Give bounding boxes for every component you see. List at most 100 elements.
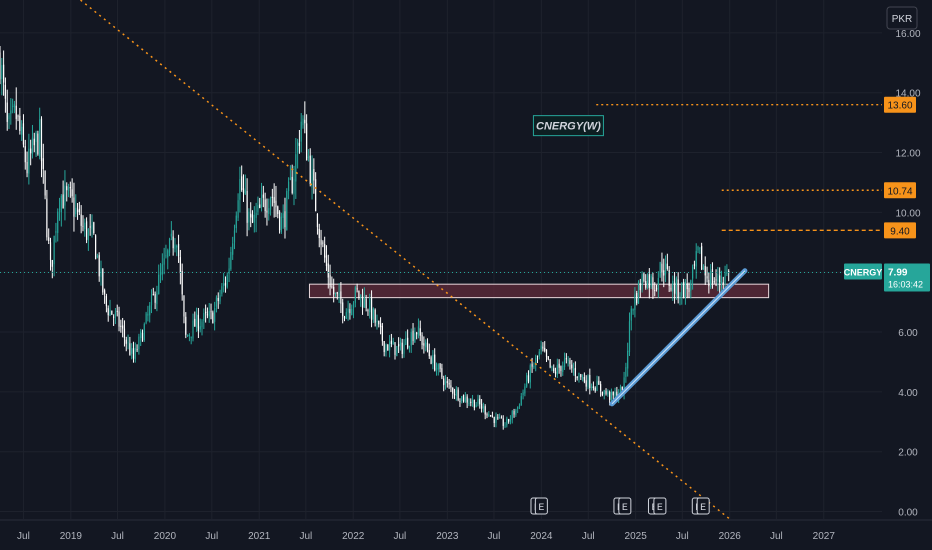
candle-body: [490, 415, 492, 417]
candle-body: [89, 226, 91, 228]
candle-body: [168, 238, 171, 253]
candle-body: [717, 273, 719, 282]
candle-body: [331, 286, 333, 288]
candle-body: [262, 194, 264, 198]
candle-body: [136, 349, 138, 351]
candle-body: [224, 282, 227, 286]
candle-body: [417, 326, 420, 337]
candle-body: [701, 246, 703, 270]
x-tick-label: Jul: [17, 531, 30, 542]
candle-body: [132, 348, 135, 359]
candle-body: [542, 346, 544, 349]
y-tick-label: 10.00: [895, 208, 920, 219]
candle-body: [648, 274, 650, 288]
candle-body: [581, 376, 584, 379]
candle-body: [360, 294, 362, 297]
candle-body: [480, 403, 483, 409]
candle-body: [118, 311, 120, 327]
candle-body: [526, 375, 528, 387]
candle-body: [479, 398, 481, 405]
candle-body: [529, 365, 531, 383]
candle-body: [370, 296, 373, 321]
x-tick-label: 2027: [813, 531, 836, 542]
candle-body: [471, 399, 474, 403]
candle-body: [150, 295, 153, 306]
candle-body: [646, 275, 649, 289]
candle-body: [439, 363, 441, 369]
candle-body: [567, 359, 569, 361]
y-tick-label: 2.00: [898, 448, 918, 459]
x-tick-label: Jul: [582, 531, 595, 542]
candle-body: [336, 292, 338, 294]
candle-body: [580, 374, 582, 378]
candle-body: [502, 418, 504, 426]
candle-body: [345, 312, 347, 319]
candle-body: [466, 396, 468, 403]
candle-body: [630, 308, 632, 321]
candle-body: [62, 194, 64, 209]
candle-body: [697, 246, 699, 251]
candle-body: [473, 399, 475, 408]
candle-body: [125, 339, 127, 344]
candle-body: [396, 345, 398, 356]
x-tick-label: 2023: [436, 531, 459, 542]
candle-body: [484, 406, 486, 415]
candle-body: [174, 244, 176, 250]
candle-body: [684, 281, 686, 298]
x-tick-label: 2024: [530, 531, 553, 542]
candle-body: [140, 331, 142, 339]
candle-body: [67, 187, 70, 191]
candle-body: [563, 359, 566, 368]
candle-body: [105, 295, 108, 307]
candle-body: [122, 325, 124, 329]
candle-body: [51, 259, 53, 267]
candle-body: [365, 298, 367, 309]
candle-body: [76, 210, 79, 212]
candle-body: [616, 391, 618, 399]
candle-body: [587, 375, 589, 387]
x-tick-label: 2026: [719, 531, 742, 542]
candle-body: [194, 318, 196, 327]
candle-body: [93, 222, 95, 233]
candle-body: [104, 290, 106, 295]
candle-body: [706, 276, 708, 279]
candle-body: [60, 195, 62, 213]
candle-body: [304, 119, 306, 124]
candle-body: [493, 416, 495, 423]
drawing-lines-layer: [79, 0, 748, 520]
candle-body: [576, 376, 578, 379]
symbol-tag-bg: [844, 263, 882, 280]
price-level-label-bg: [884, 222, 916, 239]
candle-body: [188, 334, 190, 336]
candle-body: [48, 237, 50, 241]
price-level-label-bg: [884, 96, 916, 113]
candle-body: [282, 213, 284, 218]
candle-body: [120, 325, 122, 328]
candle-body: [35, 132, 37, 143]
x-tick-label: 2019: [60, 531, 83, 542]
currency-badge-frame: [886, 6, 918, 30]
candle-body: [681, 282, 683, 297]
candle-body: [318, 228, 320, 239]
candle-body: [428, 350, 430, 357]
candle-body: [583, 377, 585, 382]
candle-body: [127, 342, 129, 344]
candle-body: [69, 187, 71, 189]
candle-body: [538, 351, 540, 357]
candle-body: [536, 355, 539, 357]
candle-body: [710, 270, 712, 287]
y-tick-label: 4.00: [898, 388, 918, 399]
candle-body: [179, 257, 181, 274]
candle-body: [677, 279, 679, 299]
candle-body: [298, 143, 301, 146]
candle-body: [147, 313, 149, 316]
candle-body: [46, 198, 48, 238]
candle-body: [315, 179, 317, 212]
candle-body: [645, 281, 647, 288]
candle-body: [632, 309, 634, 311]
candle-body: [704, 265, 706, 276]
candle-body: [10, 110, 12, 114]
candle-body: [163, 258, 165, 265]
candle-body: [374, 309, 376, 323]
